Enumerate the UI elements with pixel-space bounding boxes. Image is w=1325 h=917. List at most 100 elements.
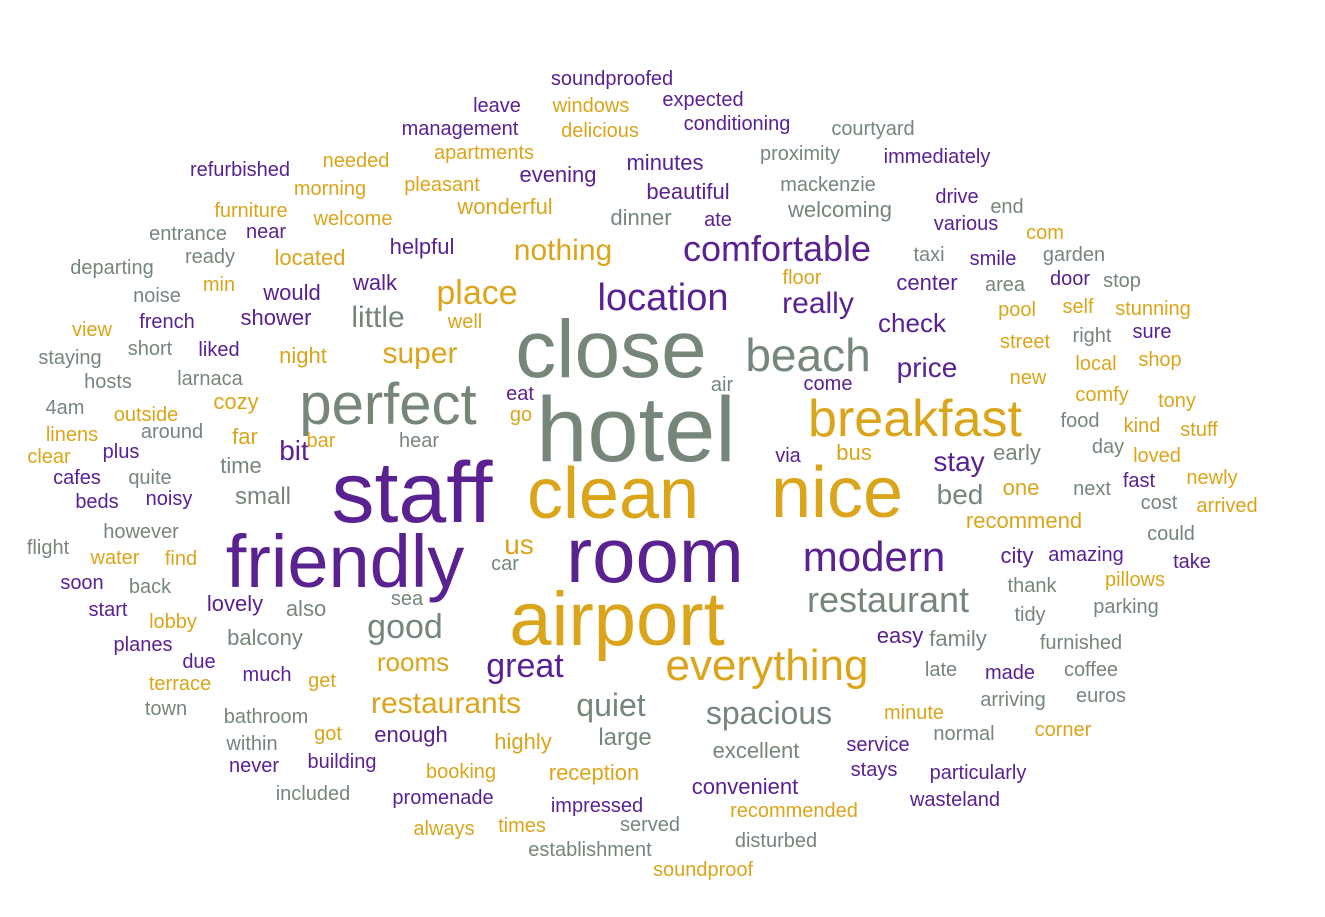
- cloud-word-wasteland: wasteland: [909, 789, 1001, 811]
- cloud-word-get: get: [308, 670, 336, 692]
- cloud-word-delicious: delicious: [561, 120, 639, 142]
- cloud-word-early: early: [993, 440, 1041, 465]
- cloud-word-short: short: [127, 338, 173, 360]
- cloud-word-excellent: excellent: [712, 738, 800, 763]
- cloud-word-staff: staff: [331, 445, 493, 541]
- cloud-word-4am: 4am: [45, 397, 85, 419]
- cloud-word-pleasant: pleasant: [404, 174, 480, 196]
- cloud-word-however: however: [103, 521, 179, 543]
- cloud-word-super: super: [382, 337, 458, 370]
- cloud-word-made: made: [984, 662, 1036, 684]
- cloud-word-corner: corner: [1034, 719, 1092, 741]
- cloud-word-recommended: recommended: [730, 800, 858, 822]
- cloud-word-beach: beach: [745, 329, 871, 381]
- cloud-word-bathroom: bathroom: [223, 706, 309, 728]
- cloud-word-rooms: rooms: [376, 647, 450, 677]
- cloud-word-plus: plus: [102, 441, 140, 463]
- cloud-word-airport: airport: [509, 577, 725, 662]
- cloud-word-soundproofed: soundproofed: [550, 68, 674, 90]
- cloud-word-evening: evening: [519, 162, 597, 187]
- cloud-word-perfect: perfect: [299, 372, 477, 437]
- cloud-word-soundproof: soundproof: [652, 859, 754, 881]
- cloud-word-ate: ate: [704, 209, 732, 231]
- cloud-word-furnished: furnished: [1039, 632, 1123, 654]
- cloud-word-late: late: [924, 659, 958, 681]
- cloud-word-tony: tony: [1158, 390, 1196, 412]
- cloud-word-linens: linens: [45, 424, 99, 446]
- cloud-word-furniture: furniture: [214, 200, 288, 222]
- cloud-word-via: via: [775, 445, 801, 467]
- cloud-word-disturbed: disturbed: [734, 830, 818, 852]
- cloud-word-quite: quite: [128, 467, 172, 489]
- cloud-word-air: air: [710, 374, 734, 396]
- cloud-word-spacious: spacious: [705, 695, 833, 731]
- cloud-word-nothing: nothing: [513, 234, 613, 267]
- cloud-word-also: also: [285, 596, 327, 621]
- cloud-word-town: town: [144, 698, 188, 720]
- cloud-word-windows: windows: [552, 95, 630, 117]
- cloud-word-wonderful: wonderful: [457, 194, 553, 219]
- cloud-word-restaurants: restaurants: [370, 687, 522, 720]
- cloud-word-bus: bus: [836, 440, 872, 465]
- cloud-word-balcony: balcony: [227, 625, 303, 650]
- cloud-word-comfy: comfy: [1075, 384, 1129, 406]
- cloud-word-fast: fast: [1122, 470, 1156, 492]
- cloud-word-stop: stop: [1103, 270, 1141, 292]
- cloud-word-morning: morning: [293, 178, 367, 200]
- cloud-word-euros: euros: [1075, 685, 1127, 707]
- cloud-word-kind: kind: [1123, 415, 1161, 437]
- cloud-word-noisy: noisy: [145, 488, 193, 510]
- cloud-word-city: city: [1000, 543, 1034, 568]
- cloud-word-good: good: [367, 608, 443, 646]
- cloud-word-hosts: hosts: [84, 371, 132, 393]
- cloud-word-enough: enough: [374, 722, 448, 747]
- cloud-word-new: new: [1009, 367, 1047, 389]
- cloud-word-minutes: minutes: [626, 150, 704, 175]
- cloud-word-due: due: [182, 651, 216, 673]
- cloud-word-floor: floor: [782, 267, 822, 289]
- cloud-word-loved: loved: [1133, 445, 1181, 467]
- cloud-word-come: come: [803, 373, 853, 395]
- cloud-word-self: self: [1062, 296, 1094, 318]
- cloud-word-helpful: helpful: [389, 234, 455, 259]
- cloud-word-terrace: terrace: [148, 673, 212, 695]
- cloud-word-little: little: [351, 301, 405, 334]
- cloud-word-go: go: [509, 404, 533, 426]
- cloud-word-next: next: [1073, 478, 1111, 500]
- cloud-word-street: street: [999, 331, 1051, 353]
- cloud-word-lovely: lovely: [206, 591, 264, 616]
- cloud-word-place: place: [436, 274, 518, 312]
- cloud-word-near: near: [245, 221, 287, 243]
- cloud-word-recommend: recommend: [965, 508, 1083, 533]
- cloud-word-com: com: [1026, 222, 1064, 244]
- cloud-word-drive: drive: [935, 186, 979, 208]
- cloud-word-soon: soon: [60, 572, 104, 594]
- cloud-word-expected: expected: [662, 89, 744, 111]
- cloud-word-breakfast: breakfast: [808, 390, 1022, 448]
- cloud-word-courtyard: courtyard: [831, 118, 915, 140]
- cloud-word-car: car: [491, 553, 519, 575]
- cloud-word-door: door: [1049, 268, 1091, 290]
- cloud-word-much: much: [242, 664, 292, 686]
- cloud-word-shower: shower: [240, 305, 312, 330]
- cloud-word-view: view: [71, 319, 113, 341]
- cloud-word-stuff: stuff: [1180, 419, 1218, 441]
- cloud-word-stays: stays: [850, 759, 898, 781]
- cloud-word-day: day: [1091, 436, 1125, 458]
- cloud-word-within: within: [226, 733, 278, 755]
- cloud-word-dinner: dinner: [610, 205, 672, 230]
- cloud-word-served: served: [619, 814, 681, 836]
- cloud-word-eat: eat: [506, 383, 534, 405]
- cloud-word-start: start: [88, 599, 128, 621]
- cloud-word-taxi: taxi: [913, 244, 945, 266]
- cloud-word-comfortable: comfortable: [682, 228, 872, 269]
- cloud-word-arrived: arrived: [1196, 495, 1258, 517]
- cloud-word-garden: garden: [1042, 244, 1106, 266]
- cloud-word-thank: thank: [1007, 575, 1057, 597]
- cloud-word-impressed: impressed: [550, 795, 644, 817]
- cloud-word-cost: cost: [1140, 492, 1178, 514]
- cloud-word-highly: highly: [494, 729, 552, 754]
- cloud-word-minute: minute: [883, 702, 945, 724]
- cloud-word-clear: clear: [27, 446, 71, 468]
- cloud-word-end: end: [990, 196, 1024, 218]
